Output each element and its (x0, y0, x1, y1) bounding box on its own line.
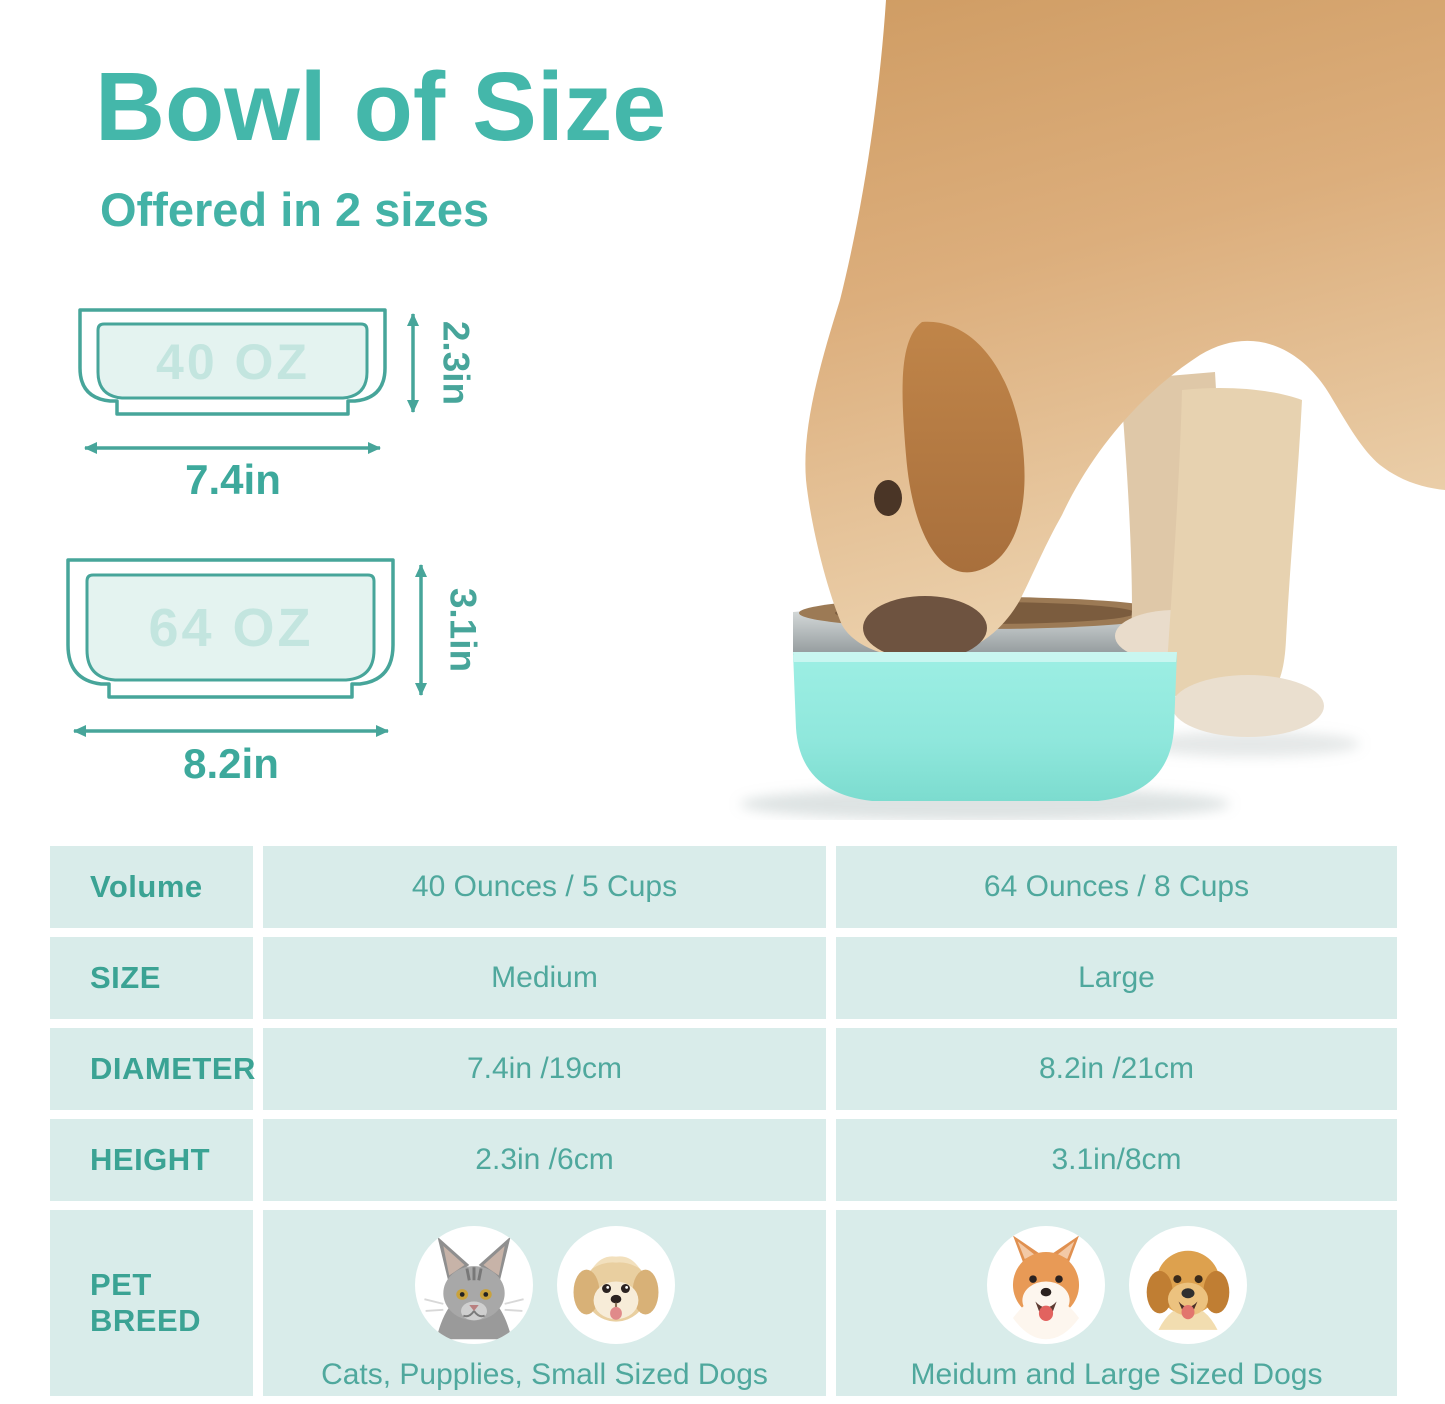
volume-medium-value: 40 Ounces / 5 Cups (263, 846, 826, 928)
dog-near-leg (1167, 388, 1302, 705)
page-title: Bowl of Size (95, 52, 666, 161)
shiba-inu-image (986, 1226, 1105, 1344)
bowl-inner-40oz (96, 322, 369, 400)
pet-breed-large-cell: Meidum and Large Sized Dogs (836, 1210, 1397, 1396)
heading-block: Bowl of Size Offered in 2 sizes (86, 43, 675, 242)
row-label-pet-breed: PET BREED (50, 1210, 253, 1396)
diameter-medium-value: 7.4in /19cm (263, 1028, 826, 1110)
pet-breed-medium-cell: Cats, Pupplies, Small Sized Dogs (263, 1210, 826, 1396)
diameter-large-value: 8.2in /21cm (836, 1028, 1397, 1110)
bowl-rim-highlight (793, 652, 1177, 662)
dog-body (805, 0, 1445, 659)
row-label-size: SIZE (50, 937, 253, 1019)
volume-watermark-40oz: 40 OZ (156, 334, 310, 390)
bowl-inner-64oz (85, 573, 376, 682)
width-dimension-64oz: 8.2in (183, 740, 279, 787)
golden-retriever-image (1128, 1226, 1247, 1344)
volume-large-value: 64 Ounces / 8 Cups (836, 846, 1397, 928)
bowl-diagram-40oz: 40 OZ 2.3in 7.4in (78, 308, 477, 503)
pet-images-large (986, 1226, 1247, 1344)
pet-breed-medium-caption: Cats, Pupplies, Small Sized Dogs (321, 1358, 768, 1391)
dog-ear (902, 321, 1025, 573)
dog-muzzle (863, 596, 987, 660)
height-medium-value: 2.3in /6cm (263, 1119, 826, 1201)
volume-watermark-64oz: 64 OZ (148, 598, 313, 658)
dog-near-paw (1172, 675, 1324, 737)
row-label-volume: Volume (50, 846, 253, 928)
bowl-diagram-64oz: 64 OZ 3.1in 8.2in (66, 558, 484, 787)
width-dimension-40oz: 7.4in (185, 456, 281, 503)
size-large-value: Large (836, 937, 1397, 1019)
spec-table: Volume 40 Ounces / 5 Cups 64 Ounces / 8 … (50, 846, 1397, 1396)
height-dimension-40oz: 2.3in (436, 321, 477, 405)
pet-images-medium (414, 1226, 675, 1344)
mint-bowl-body (793, 652, 1177, 801)
paw-shadow (1140, 731, 1360, 757)
row-label-height: HEIGHT (50, 1119, 253, 1201)
size-medium-value: Medium (263, 937, 826, 1019)
row-label-diameter: DIAMETER (50, 1028, 255, 1110)
cat-image (414, 1226, 533, 1344)
puppy-image (556, 1226, 675, 1344)
pet-breed-large-caption: Meidum and Large Sized Dogs (910, 1358, 1323, 1391)
dog-photo (740, 0, 1445, 820)
height-dimension-64oz: 3.1in (443, 588, 484, 672)
dog-eye (874, 480, 902, 516)
page-subtitle: Offered in 2 sizes (100, 183, 489, 236)
height-large-value: 3.1in/8cm (836, 1119, 1397, 1201)
